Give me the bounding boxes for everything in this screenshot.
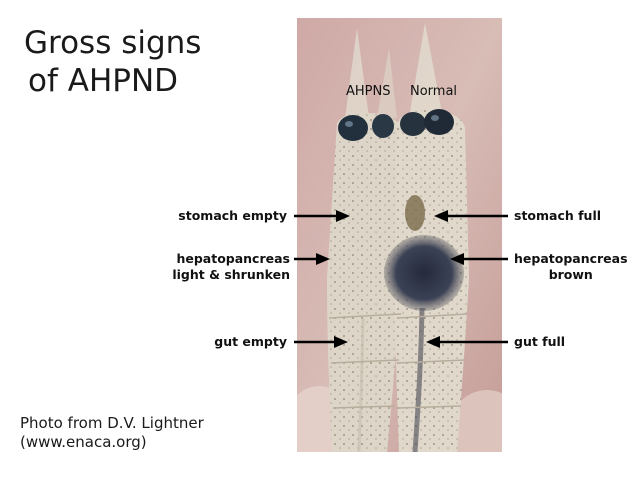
photo-label-normal: Normal: [410, 84, 458, 99]
annotation-stomach-empty: stomach empty: [178, 208, 287, 223]
annotation-line: brown: [548, 267, 593, 282]
photo-label-ahpns: AHPNS: [346, 84, 391, 99]
annotation-line: hepatopancreas: [176, 251, 290, 266]
arrow-hepatopancreas-brown: [450, 253, 508, 265]
annotation-line: light & shrunken: [172, 267, 290, 282]
annotation-gut-empty: gut empty: [214, 334, 287, 349]
arrow-stomach-full: [434, 210, 508, 222]
slide-title: Gross signs of AHPND: [24, 24, 201, 100]
annotation-stomach-full: stomach full: [514, 208, 602, 223]
arrow-hepatopancreas-light: [294, 253, 330, 265]
arrow-gut-empty: [294, 336, 348, 348]
shrimp-photo: [297, 18, 502, 452]
slide-title-line-1: Gross signs: [24, 25, 202, 61]
photo-credit: Photo from D.V. Lightner (www.enaca.org): [20, 414, 204, 452]
annotation-hepatopancreas-brown: hepatopancreas brown: [514, 251, 628, 283]
arrow-stomach-empty: [294, 210, 350, 222]
annotation-gut-full: gut full: [514, 334, 566, 349]
photo-credit-line-1: Photo from D.V. Lightner: [20, 414, 204, 432]
arrow-gut-full: [426, 336, 508, 348]
annotation-hepatopancreas-light-shrunken: hepatopancreas light & shrunken: [172, 251, 290, 283]
annotation-line: hepatopancreas: [514, 251, 628, 266]
slide-title-line-2: of AHPND: [28, 63, 179, 99]
photo-credit-line-2: (www.enaca.org): [20, 433, 147, 451]
